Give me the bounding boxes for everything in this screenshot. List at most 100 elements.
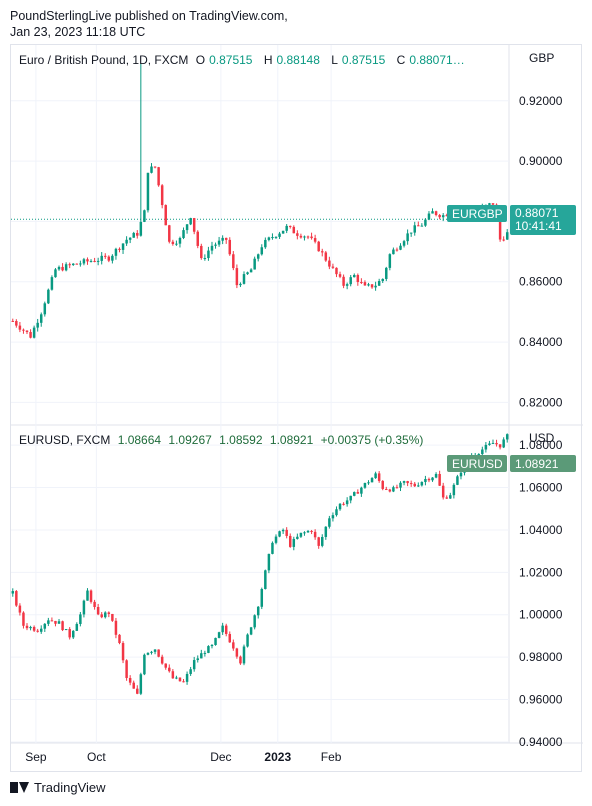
close-value: 0.88071… <box>409 53 465 67</box>
candle-body <box>434 473 438 478</box>
candle-body <box>353 492 356 496</box>
candle-body <box>424 219 427 226</box>
candle-body <box>100 614 103 618</box>
candle-body <box>128 678 132 683</box>
candle-body <box>239 656 242 664</box>
chart-canvas[interactable]: 0.920000.900000.880000.860000.840000.820… <box>11 45 583 773</box>
candle-body <box>434 211 438 216</box>
y-tick-label: 0.98000 <box>519 650 563 664</box>
candle-body <box>256 606 260 616</box>
candle-body <box>402 481 406 483</box>
candle-body <box>505 232 509 240</box>
candle-body <box>249 269 253 273</box>
candle-body <box>260 589 264 607</box>
candle-body <box>292 226 296 234</box>
candle-body <box>146 652 150 655</box>
candle-body <box>292 538 296 547</box>
candle-body <box>438 215 441 218</box>
candle-body <box>374 285 377 288</box>
candle-body <box>313 531 317 538</box>
candle-body <box>345 284 349 286</box>
candle-body <box>274 236 278 238</box>
candle-body <box>345 500 349 505</box>
candle-body <box>505 434 509 440</box>
candle-body <box>32 327 36 338</box>
candle-body <box>89 260 93 262</box>
x-tick-label: Oct <box>87 750 106 764</box>
candle-body <box>68 264 71 266</box>
candle-body <box>210 645 214 647</box>
candle-body <box>377 473 381 481</box>
candle-body <box>228 633 232 643</box>
candle-body <box>57 621 61 624</box>
candle-body <box>395 249 399 251</box>
candle-body <box>420 481 424 486</box>
y-tick-label: 1.06000 <box>519 481 563 495</box>
candle-body <box>221 625 224 633</box>
candle-body <box>420 225 424 227</box>
eurgbp-symbol-tag: EURGBP <box>447 205 507 222</box>
candle-body <box>171 241 175 245</box>
candle-body <box>224 625 228 634</box>
candle-body <box>303 236 306 238</box>
candle-body <box>146 172 150 211</box>
candle-body <box>409 483 413 485</box>
publish-date: Jan 23, 2023 11:18 UTC <box>10 25 146 39</box>
candle-body <box>22 612 25 626</box>
eurusd-legend: EURUSD, FXCM 1.08664 1.09267 1.08592 1.0… <box>19 433 427 447</box>
candle-body <box>82 259 86 264</box>
candle-body <box>288 535 292 547</box>
candle-body <box>363 482 367 488</box>
candle-body <box>491 203 495 205</box>
candle-body <box>18 605 22 613</box>
candle-body <box>125 239 128 244</box>
candle-body <box>253 258 256 270</box>
candle-body <box>22 329 25 331</box>
candle-body <box>89 590 93 602</box>
candle-body <box>50 620 54 622</box>
candle-body <box>50 277 54 290</box>
candle-body <box>285 225 288 231</box>
candle-body <box>232 254 235 269</box>
candle-body <box>438 473 441 486</box>
eurgbp-countdown: 10:41:41 <box>515 219 562 233</box>
candle-body <box>150 651 153 653</box>
candle-body <box>377 281 381 286</box>
candle-body <box>488 443 491 445</box>
candle-body <box>93 601 96 607</box>
candle-body <box>385 488 388 490</box>
candle-body <box>370 478 374 483</box>
candle-body <box>11 591 15 594</box>
eurusd-open: 1.08664 <box>117 433 162 447</box>
eurgbp-legend: Euro / British Pound, 1D, FXCM O 0.87515 … <box>19 53 473 67</box>
candle-body <box>264 239 267 248</box>
usd-axis-currency: USD <box>529 431 555 445</box>
eurgbp-price-tag: 0.88071 10:41:41 <box>510 205 576 235</box>
candle-body <box>502 439 505 448</box>
candle-body <box>271 237 274 239</box>
candle-body <box>285 529 288 536</box>
candle-body <box>306 236 310 238</box>
candle-body <box>189 218 192 225</box>
candle-body <box>349 277 352 285</box>
eurusd-low: 1.08592 <box>219 433 263 447</box>
candle-body <box>441 215 445 218</box>
candle-body <box>321 536 324 546</box>
candle-body <box>104 255 107 257</box>
candle-body <box>29 332 32 338</box>
candle-body <box>349 495 352 501</box>
candle-body <box>114 248 118 256</box>
candle-body <box>381 480 384 489</box>
candle-body <box>132 682 135 689</box>
candle-body <box>25 625 29 629</box>
candle-body <box>278 233 281 237</box>
candle-body <box>445 215 448 217</box>
candle-body <box>64 629 68 631</box>
candle-body <box>192 218 196 232</box>
candle-body <box>125 660 128 679</box>
candle-body <box>232 642 235 649</box>
candle-body <box>342 276 345 286</box>
candle-body <box>321 251 324 253</box>
candle-body <box>281 230 285 234</box>
eurgbp-last-price: 0.88071 <box>515 206 559 220</box>
